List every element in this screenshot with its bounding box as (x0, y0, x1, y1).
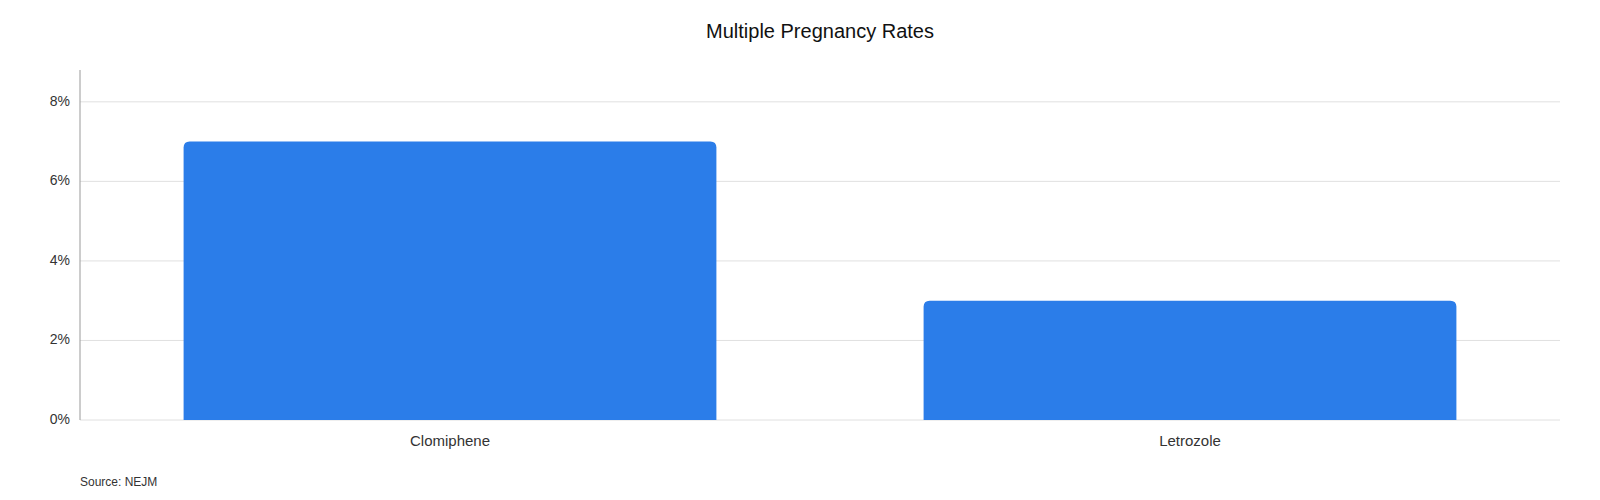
chart: 0% 2% 4% 6% 8% Clomiphene Letrozole Multiple Pr… (0, 0, 1600, 500)
grid-line (80, 101, 1560, 102)
y-axis-line (80, 70, 81, 420)
x-tick-label: Clomiphene (410, 432, 490, 449)
bar (184, 142, 717, 420)
title: Multiple Pregnancy Rates (706, 20, 934, 42)
y-tick-label: 0% (50, 411, 70, 427)
y-tick-label: 8% (50, 93, 70, 109)
y-tick-label: 6% (50, 172, 70, 188)
x-tick-label: Letrozole (1159, 432, 1221, 449)
source-note: Source: NEJM (80, 475, 157, 489)
bars (184, 142, 1457, 420)
y-tick-label: 4% (50, 252, 70, 268)
y-tick-label: 2% (50, 331, 70, 347)
bar (924, 301, 1457, 420)
background (0, 0, 1600, 500)
grid (80, 102, 1560, 420)
